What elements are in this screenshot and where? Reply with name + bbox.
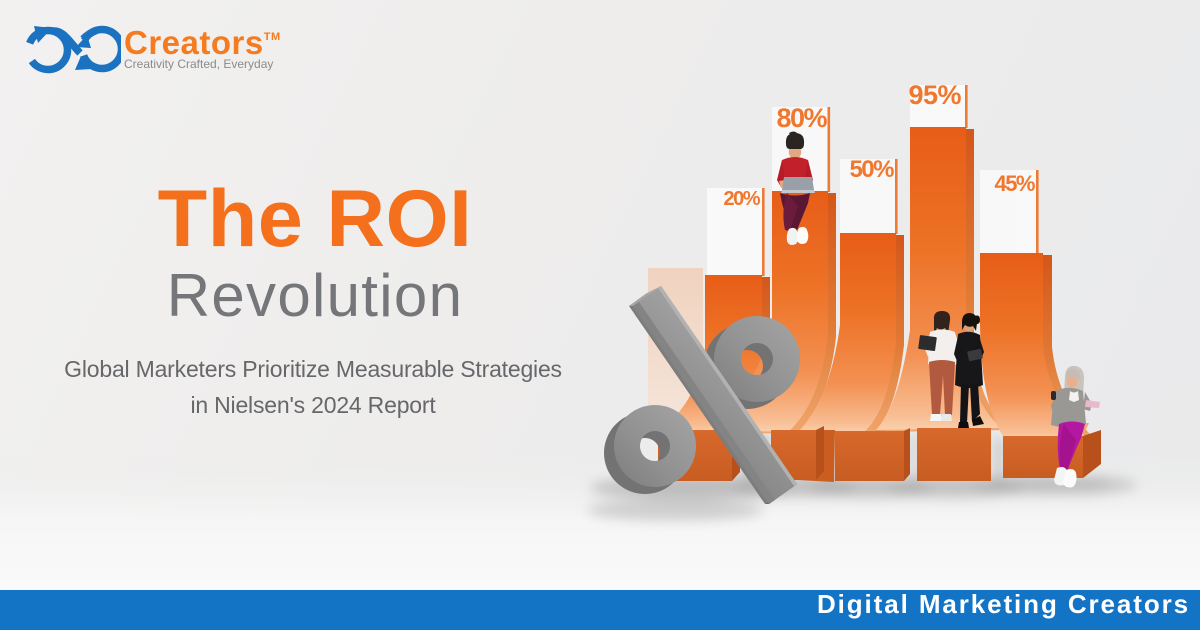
svg-text:95%: 95% xyxy=(908,80,961,110)
svg-text:45%: 45% xyxy=(994,171,1034,196)
svg-text:50%: 50% xyxy=(849,156,894,183)
svg-text:20%: 20% xyxy=(723,188,760,210)
svg-text:80%: 80% xyxy=(776,103,827,133)
